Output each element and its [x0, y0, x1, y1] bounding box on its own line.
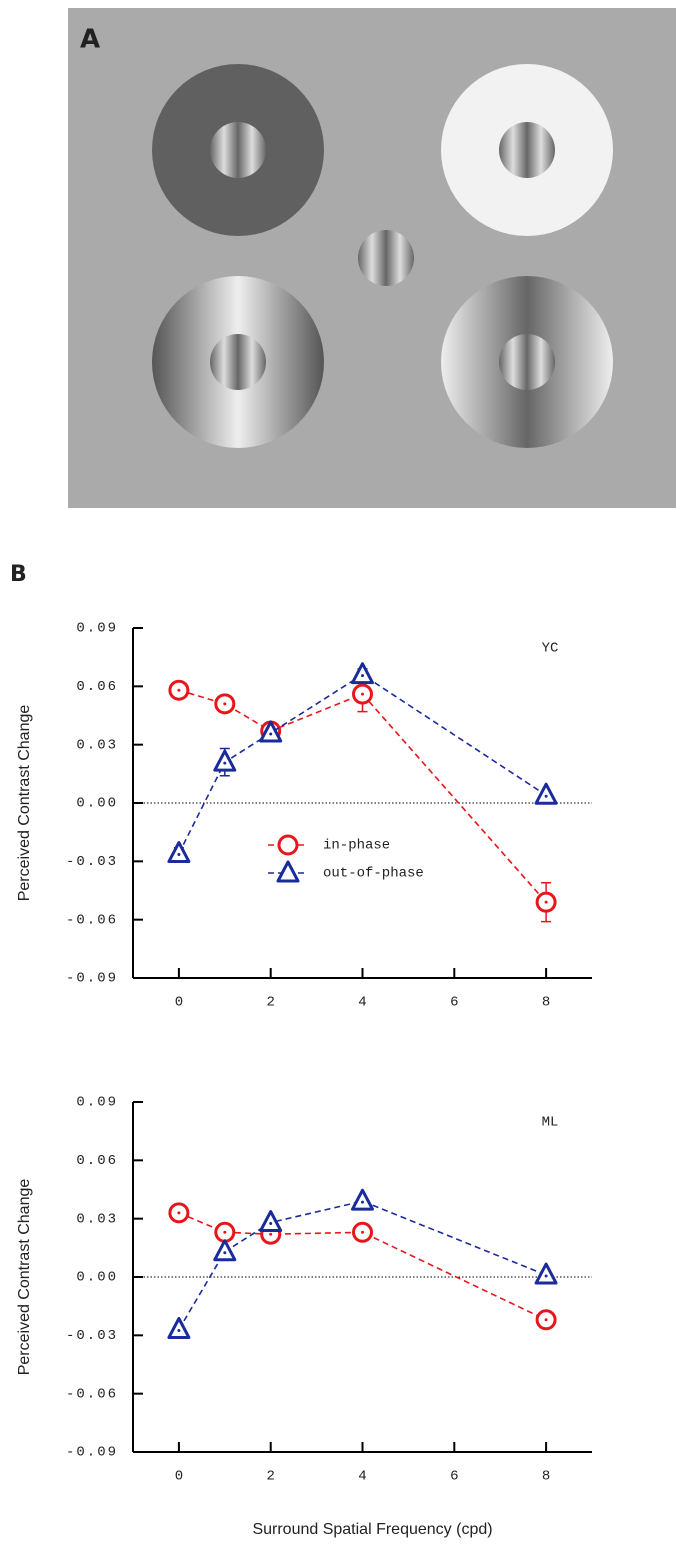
marker-dot [544, 1274, 548, 1278]
y-tick-label: -0.03 [66, 1328, 118, 1344]
y-tick-label: 0.00 [76, 796, 118, 812]
marker [214, 1221, 236, 1243]
y-tick-label: 0.06 [76, 1153, 118, 1169]
marker-dot [269, 1232, 273, 1236]
marker [351, 1188, 374, 1211]
center-patch [210, 334, 266, 390]
y-tick-label: 0.03 [76, 737, 118, 753]
y-tick-label: -0.06 [66, 1386, 118, 1402]
panel-a: A [68, 8, 676, 508]
marker-triangle [213, 749, 237, 772]
legend-marker [277, 834, 299, 856]
marker-triangle [259, 720, 283, 743]
marker-dot [223, 702, 227, 706]
annotation: YC [542, 641, 559, 657]
marker [534, 782, 558, 805]
marker-triangle [351, 662, 374, 685]
marker [351, 662, 374, 685]
marker [167, 841, 191, 864]
annotation: ML [542, 1115, 559, 1131]
marker-triangle [351, 1188, 374, 1211]
marker-triangle [167, 841, 191, 864]
marker [352, 683, 373, 705]
marker [259, 720, 283, 743]
marker-dot [361, 1230, 364, 1234]
marker [213, 1239, 237, 1262]
legend-triangle [276, 860, 300, 883]
marker [535, 1309, 557, 1331]
y-tick-label: -0.03 [66, 854, 118, 870]
y-tick-label: 0.09 [76, 1095, 118, 1111]
panel-label: A [80, 25, 100, 55]
x-tick-label: 8 [542, 1469, 550, 1485]
marker [167, 1317, 191, 1339]
y-tick-label: 0.06 [76, 679, 118, 695]
marker-dot [223, 761, 227, 765]
marker-triangle [213, 1239, 237, 1262]
marker [214, 693, 236, 715]
y-tick-label: -0.09 [66, 1445, 118, 1461]
marker-dot [269, 1222, 273, 1226]
marker-dot [361, 692, 364, 696]
marker-dot [361, 1200, 364, 1204]
x-tick-label: 0 [175, 1469, 183, 1485]
y-tick-label: -0.09 [66, 971, 118, 987]
x-tick-label: 4 [358, 1469, 366, 1485]
x-tick-label: 2 [266, 1469, 274, 1485]
x-axis-label: Surround Spatial Frequency (cpd) [252, 1521, 492, 1538]
marker-dot [177, 853, 181, 857]
y-axis-label: Perceived Contrast Change [16, 1179, 33, 1376]
marker [168, 1202, 190, 1224]
marker-dot [361, 674, 364, 678]
reference-patch [358, 230, 414, 286]
center-patch [499, 122, 555, 178]
marker-dot [544, 900, 548, 904]
x-tick-label: 6 [450, 995, 458, 1011]
marker-dot [223, 1251, 227, 1255]
marker-dot [544, 794, 548, 798]
marker-dot [223, 1230, 227, 1234]
marker-triangle [259, 1210, 283, 1233]
marker-dot [177, 1211, 181, 1215]
marker-triangle [534, 1262, 558, 1285]
x-tick-label: 4 [358, 995, 366, 1011]
y-tick-label: 0.00 [76, 1270, 118, 1286]
y-tick-label: -0.06 [66, 912, 118, 928]
marker [259, 1210, 283, 1233]
series-line [178, 1200, 547, 1330]
marker [213, 749, 237, 772]
marker [535, 891, 557, 913]
x-tick-label: 0 [175, 995, 183, 1011]
marker-dot [177, 1329, 181, 1332]
marker [534, 1262, 558, 1285]
x-tick-label: 6 [450, 1469, 458, 1485]
legend-label: out-of-phase [323, 866, 424, 882]
center-patch [210, 122, 266, 178]
legend-marker [276, 860, 300, 883]
y-tick-label: 0.09 [76, 621, 118, 637]
legend-label: in-phase [323, 838, 390, 854]
y-axis-label: Perceived Contrast Change [16, 705, 33, 902]
x-tick-label: 2 [266, 995, 274, 1011]
marker-dot [177, 688, 181, 692]
x-tick-label: 8 [542, 995, 550, 1011]
legend-circle [277, 834, 299, 856]
marker-dot [269, 732, 273, 736]
center-patch [499, 334, 555, 390]
panel-label: B [10, 562, 27, 587]
y-tick-label: 0.03 [76, 1211, 118, 1227]
marker-triangle [534, 782, 558, 805]
marker-triangle [167, 1317, 191, 1339]
marker [168, 679, 190, 701]
marker-dot [544, 1318, 548, 1322]
marker [352, 1221, 373, 1243]
